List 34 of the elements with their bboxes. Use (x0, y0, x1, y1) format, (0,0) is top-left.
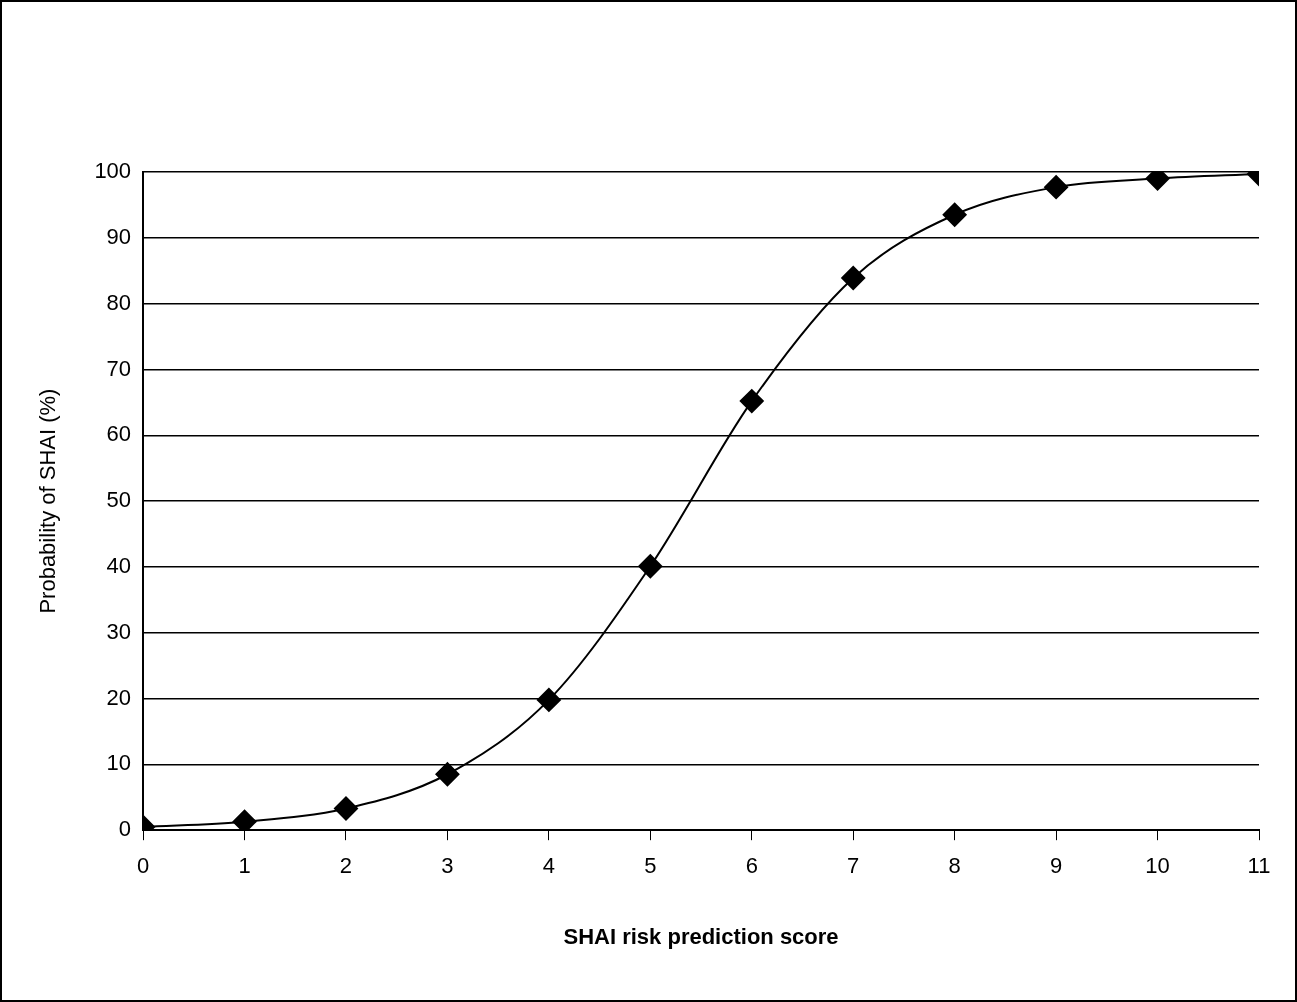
y-tick-label: 100 (94, 158, 132, 184)
y-tick-label: 40 (106, 552, 132, 578)
y-axis-title: Probability of SHAI (%) (35, 388, 61, 614)
point (841, 265, 866, 290)
x-axis-title: SHAI risk prediction score (563, 923, 839, 949)
point (638, 554, 663, 579)
x-tick-label: 8 (948, 853, 961, 879)
point (1044, 175, 1069, 200)
point (942, 202, 967, 227)
x-tick-label: 10 (1145, 853, 1170, 879)
y-tick-label: 80 (106, 289, 132, 315)
point (435, 762, 460, 787)
y-tick-label: 20 (106, 684, 132, 710)
x-tick-label: 7 (847, 853, 860, 879)
x-tick-label: 5 (644, 853, 657, 879)
x-tick-label: 3 (441, 853, 454, 879)
y-tick-label: 0 (118, 816, 132, 842)
y-tick-label: 90 (106, 223, 132, 249)
point (334, 796, 358, 821)
y-tick-label: 10 (106, 750, 132, 776)
x-tick-label: 4 (542, 853, 556, 879)
y-tick-label: 50 (106, 487, 132, 513)
x-tick-label: 1 (238, 853, 251, 879)
x-tick-label: 0 (136, 853, 150, 879)
x-tick-label: 9 (1049, 853, 1063, 879)
x-tick-label: 2 (339, 853, 353, 879)
point (536, 687, 561, 712)
point (739, 389, 764, 414)
y-tick-label: 70 (106, 355, 132, 381)
x-tick-label: 6 (745, 853, 758, 879)
x-tick-label: 11 (1247, 853, 1271, 879)
y-tick-label: 60 (106, 421, 132, 447)
y-tick-label: 30 (106, 618, 132, 644)
point (232, 809, 257, 831)
